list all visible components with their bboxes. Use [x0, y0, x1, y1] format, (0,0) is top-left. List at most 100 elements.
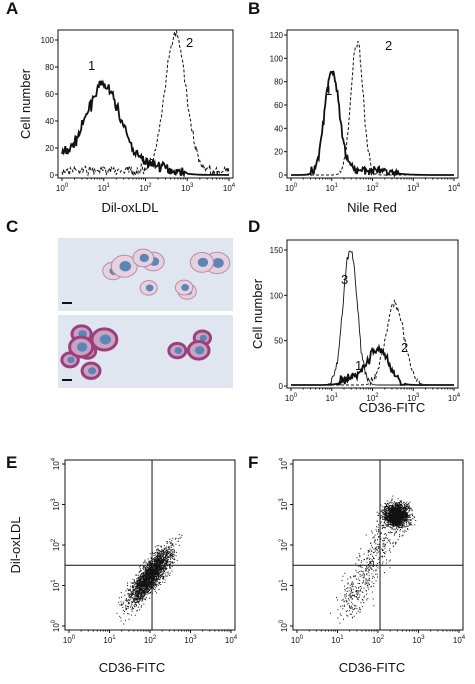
tick-exp: 1	[51, 579, 57, 583]
nucleus	[99, 334, 111, 345]
tick-base: 10	[280, 623, 289, 632]
tick-base: 10	[139, 184, 148, 193]
nucleus	[199, 334, 208, 342]
x-axis-label: Nile Red	[347, 200, 397, 215]
tick-label: 103	[181, 183, 194, 193]
tick-exp: 0	[279, 619, 285, 623]
histogram-curve	[291, 70, 454, 178]
x-axis-label: Dil-oxLDL	[101, 200, 158, 215]
tick-exp: 4	[232, 183, 236, 189]
tick-label: 101	[326, 183, 339, 193]
curve-label: 1	[88, 58, 95, 73]
tick-base: 10	[52, 542, 61, 551]
tick-base: 10	[225, 636, 234, 645]
curve-label: 2	[385, 38, 392, 53]
tick-label: 104	[453, 635, 466, 645]
tick-exp: 0	[300, 635, 304, 641]
y-tick-label: 0	[279, 382, 284, 391]
tick-base: 10	[280, 582, 289, 591]
tick-label: 103	[51, 498, 61, 511]
panel-letter: F	[248, 453, 258, 472]
tick-label: 104	[223, 183, 236, 193]
tick-exp: 3	[190, 183, 194, 189]
tick-exp: 1	[112, 635, 116, 641]
tick-exp: 2	[381, 635, 385, 641]
y-axis-label: Cell number	[18, 68, 33, 139]
histogram-curve	[61, 79, 229, 178]
plot-frame	[57, 29, 234, 179]
tick-label: 104	[51, 457, 61, 470]
y-axis-label: Dil-oxLDL	[8, 516, 23, 573]
panel-letter: A	[6, 0, 18, 18]
y-tick-label: 40	[274, 124, 283, 133]
tick-base: 10	[453, 636, 462, 645]
plot-frame	[64, 459, 236, 631]
curve-label: 1	[325, 83, 332, 98]
tick-label: 102	[279, 538, 289, 551]
tick-label: 102	[366, 183, 379, 193]
tick-base: 10	[326, 394, 335, 403]
tick-label: 102	[366, 393, 379, 403]
tick-exp: 4	[234, 635, 238, 641]
y-tick-label: 40	[45, 117, 54, 126]
nucleus	[174, 347, 183, 354]
tick-base: 10	[412, 636, 421, 645]
tick-base: 10	[366, 394, 375, 403]
tick-base: 10	[372, 636, 381, 645]
y-tick-label: 50	[274, 337, 283, 346]
tick-label: 102	[144, 635, 157, 645]
tick-base: 10	[52, 582, 61, 591]
plot-frame	[292, 459, 464, 631]
x-axis-label: CD36-FITC	[359, 400, 425, 415]
histogram-curve	[291, 41, 454, 176]
tick-exp: 2	[153, 635, 157, 641]
tick-base: 10	[448, 394, 457, 403]
panel-letter: E	[6, 453, 17, 472]
tick-base: 10	[291, 636, 300, 645]
tick-label: 104	[225, 635, 238, 645]
tick-base: 10	[285, 184, 294, 193]
tick-base: 10	[223, 184, 232, 193]
tick-exp: 1	[107, 183, 111, 189]
y-tick-label: 80	[274, 78, 283, 87]
tick-label: 100	[279, 619, 289, 632]
tick-label: 101	[51, 579, 61, 592]
tick-label: 103	[407, 393, 420, 403]
panel-letter: B	[248, 0, 260, 18]
tick-exp: 1	[340, 635, 344, 641]
tick-base: 10	[181, 184, 190, 193]
nucleus	[197, 257, 209, 267]
y-tick-label: 0	[279, 171, 284, 180]
tick-base: 10	[407, 184, 416, 193]
tick-base: 10	[280, 501, 289, 510]
tick-exp: 1	[279, 579, 285, 583]
tick-exp: 4	[457, 393, 461, 399]
y-tick-label: 20	[274, 148, 283, 157]
x-axis-label: CD36-FITC	[99, 660, 165, 675]
tick-exp: 3	[193, 635, 197, 641]
tick-label: 100	[51, 619, 61, 632]
tick-label: 100	[56, 183, 69, 193]
tick-exp: 0	[51, 619, 57, 623]
curve-label: 2	[186, 35, 193, 50]
plot-frame	[286, 239, 459, 389]
tick-exp: 3	[51, 498, 57, 502]
tick-exp: 4	[462, 635, 466, 641]
y-tick-label: 80	[45, 63, 54, 72]
y-tick-label: 60	[274, 101, 283, 110]
tick-base: 10	[52, 623, 61, 632]
histogram-curve	[61, 30, 230, 177]
tick-exp: 2	[375, 393, 379, 399]
y-tick-label: 60	[45, 90, 54, 99]
tick-exp: 4	[457, 183, 461, 189]
tick-label: 103	[407, 183, 420, 193]
tick-base: 10	[103, 636, 112, 645]
nucleus	[88, 367, 97, 375]
tick-exp: 3	[416, 393, 420, 399]
tick-base: 10	[52, 501, 61, 510]
y-tick-label: 100	[41, 36, 55, 45]
histogram-curve	[291, 299, 454, 387]
tick-base: 10	[98, 184, 107, 193]
tick-base: 10	[407, 394, 416, 403]
